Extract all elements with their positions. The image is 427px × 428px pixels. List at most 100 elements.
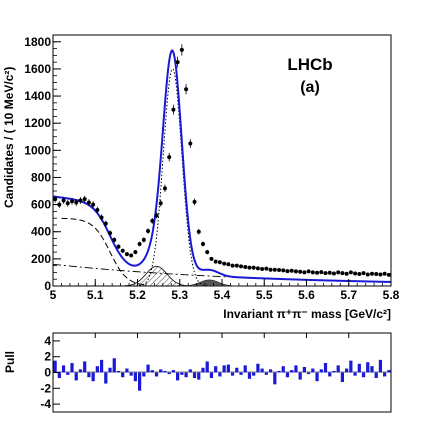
pull-bar — [302, 366, 306, 373]
data-point — [116, 244, 121, 249]
data-point — [82, 197, 87, 202]
pull-bar — [159, 369, 163, 373]
total-fit-curve — [52, 49, 392, 283]
pull-bar — [154, 372, 159, 377]
pull-bar — [383, 372, 387, 377]
x-tick-label: 5.4 — [214, 288, 231, 302]
pull-bar — [307, 372, 311, 375]
data-point — [353, 271, 358, 276]
data-point — [162, 186, 167, 191]
data-point — [74, 200, 79, 205]
pull-bar — [353, 372, 357, 376]
misid-background-fill — [120, 265, 198, 287]
data-point — [323, 271, 328, 276]
data-point — [281, 268, 286, 273]
data-point — [239, 264, 244, 269]
x-tick-label: 5.6 — [298, 288, 315, 302]
data-point — [205, 250, 210, 255]
pull-bar — [87, 372, 91, 378]
pull-bar — [332, 370, 336, 373]
data-point — [175, 60, 180, 65]
pull-bar — [247, 372, 252, 379]
pull-bar — [205, 361, 209, 373]
y-tick-label: 1000 — [24, 143, 51, 157]
pull-bar — [66, 372, 70, 375]
pull-bar — [142, 372, 146, 377]
data-point — [213, 259, 218, 264]
data-point — [331, 271, 336, 276]
y-tick-label: 1800 — [24, 35, 51, 49]
main-frame — [52, 34, 392, 287]
pull-bar — [357, 363, 361, 373]
pull-bar — [104, 372, 108, 384]
pull-bar — [315, 372, 319, 382]
pull-bar — [226, 364, 230, 373]
x-tick-label: 5.5 — [256, 288, 273, 302]
pull-bar — [53, 360, 57, 373]
data-point — [272, 267, 277, 272]
fit-curves — [52, 49, 392, 287]
pull-bar — [268, 369, 273, 373]
data-point — [108, 231, 113, 236]
data-point — [70, 199, 75, 204]
data-point — [196, 229, 201, 234]
data-point — [91, 202, 96, 207]
data-point — [268, 267, 273, 272]
pull-bar — [61, 365, 66, 373]
pull-bar — [311, 368, 315, 373]
pull-bar — [192, 372, 197, 379]
pull-bar — [129, 372, 133, 376]
data-point — [234, 263, 239, 268]
data-point — [255, 266, 260, 271]
pull-bar — [374, 372, 378, 379]
pull-bar — [336, 365, 340, 373]
x-tick-label: 5.2 — [129, 288, 146, 302]
x-tick-label: 5.1 — [87, 288, 104, 302]
data-point — [327, 270, 332, 275]
data-point — [61, 198, 66, 203]
pull-bar — [370, 366, 374, 373]
data-point — [293, 269, 298, 274]
data-point — [150, 218, 155, 223]
data-point — [103, 221, 108, 226]
x-tick-label: 5 — [50, 288, 57, 302]
pull-bar — [163, 370, 167, 373]
data-point — [306, 269, 311, 274]
data-point — [357, 272, 362, 277]
x-tick-label: 5.7 — [340, 288, 357, 302]
data-point — [365, 272, 370, 277]
pull-bar — [57, 372, 61, 379]
data-point — [247, 265, 252, 270]
x-axis-title: Invariant π⁺π⁻ mass [GeV/c²] — [223, 307, 391, 321]
data-point — [65, 201, 70, 206]
data-point — [369, 271, 374, 276]
pull-bar — [78, 369, 83, 373]
pull-bar — [95, 366, 99, 373]
pull-y-tick-label: 0 — [44, 366, 51, 380]
y-tick-label: 800 — [31, 170, 51, 184]
x-tick-label: 5.8 — [383, 288, 400, 302]
pull-bar — [235, 367, 239, 373]
pull-bar — [239, 372, 243, 375]
pull-bar — [277, 370, 281, 373]
pull-bar — [387, 370, 391, 373]
pull-bar — [230, 372, 235, 376]
other-background-fill — [179, 279, 240, 287]
x-tick-label: 5.3 — [171, 288, 188, 302]
pull-bar — [167, 372, 171, 375]
data-point — [302, 270, 307, 275]
pull-bar — [171, 370, 176, 373]
data-point — [154, 213, 159, 218]
data-point — [184, 87, 189, 92]
data-point — [344, 271, 349, 276]
experiment-label: LHCb — [287, 55, 332, 74]
data-point — [336, 270, 341, 275]
pull-bar — [222, 365, 226, 373]
pull-frame — [52, 332, 392, 413]
pull-bar — [180, 372, 184, 375]
pull-y-tick-label: -2 — [40, 381, 51, 395]
pull-bar — [146, 364, 150, 373]
pull-bar — [328, 372, 332, 377]
pull-axis-title: Pull — [3, 351, 17, 373]
pull-bar — [252, 372, 256, 376]
